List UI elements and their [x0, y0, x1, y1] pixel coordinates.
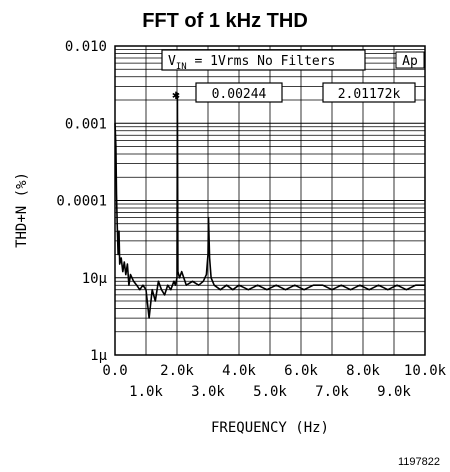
y-tick-labels: 0.010 0.001 0.0001 10μ 1μ [56, 39, 107, 364]
y-axis-label: THD+N (%) [14, 172, 30, 248]
y-tick-label: 0.010 [65, 39, 107, 55]
y-tick-label: 0.001 [65, 116, 107, 132]
marker-frequency-text: 2.01172k [338, 87, 401, 102]
y-tick-label: 0.0001 [56, 194, 107, 210]
conditions-annotation: VIN = 1Vrms No Filters [161, 49, 366, 72]
figure-id: 1197822 [398, 456, 440, 468]
x-tick-label: 8.0k [346, 363, 380, 379]
conditions-box [161, 49, 366, 71]
marker-value-box [195, 82, 283, 103]
marker-value-readout: 0.00244 [195, 82, 283, 103]
marker-frequency-readout: 2.01172k [322, 82, 416, 103]
y-tick-label: 1μ [90, 348, 107, 364]
x-tick-label: 5.0k [253, 384, 287, 400]
conditions-text: VIN = 1Vrms No Filters [168, 54, 335, 72]
x-tick-label: 0.0 [102, 363, 127, 379]
plot-frame [114, 45, 426, 356]
x-tick-labels: 0.0 2.0k 4.0k 6.0k 8.0k 10.0k 1.0k 3.0k 5.0k 7.0k… [102, 363, 446, 400]
chart-title: FFT of 1 kHz THD [142, 10, 308, 32]
fft-trace-line [114, 92, 425, 319]
y-tick-label: 10μ [82, 271, 108, 287]
x-tick-label: 2.0k [160, 363, 194, 379]
x-tick-label: 6.0k [284, 363, 318, 379]
fft-trace-group [114, 92, 425, 319]
marker-value-text: 0.00244 [212, 87, 267, 102]
x-tick-label: 7.0k [315, 384, 349, 400]
ap-badge: Ap [395, 51, 425, 69]
ap-badge-box [395, 51, 425, 69]
ap-badge-text: Ap [402, 54, 418, 69]
marker-star-icon: ✱ [172, 88, 180, 103]
x-tick-label: 3.0k [191, 384, 225, 400]
x-tick-label: 1.0k [129, 384, 163, 400]
x-tick-label: 4.0k [222, 363, 256, 379]
x-tick-label: 10.0k [404, 363, 447, 379]
x-tick-label: 9.0k [377, 384, 411, 400]
marker-frequency-box [322, 82, 416, 103]
x-axis-label: FREQUENCY (Hz) [211, 420, 329, 436]
